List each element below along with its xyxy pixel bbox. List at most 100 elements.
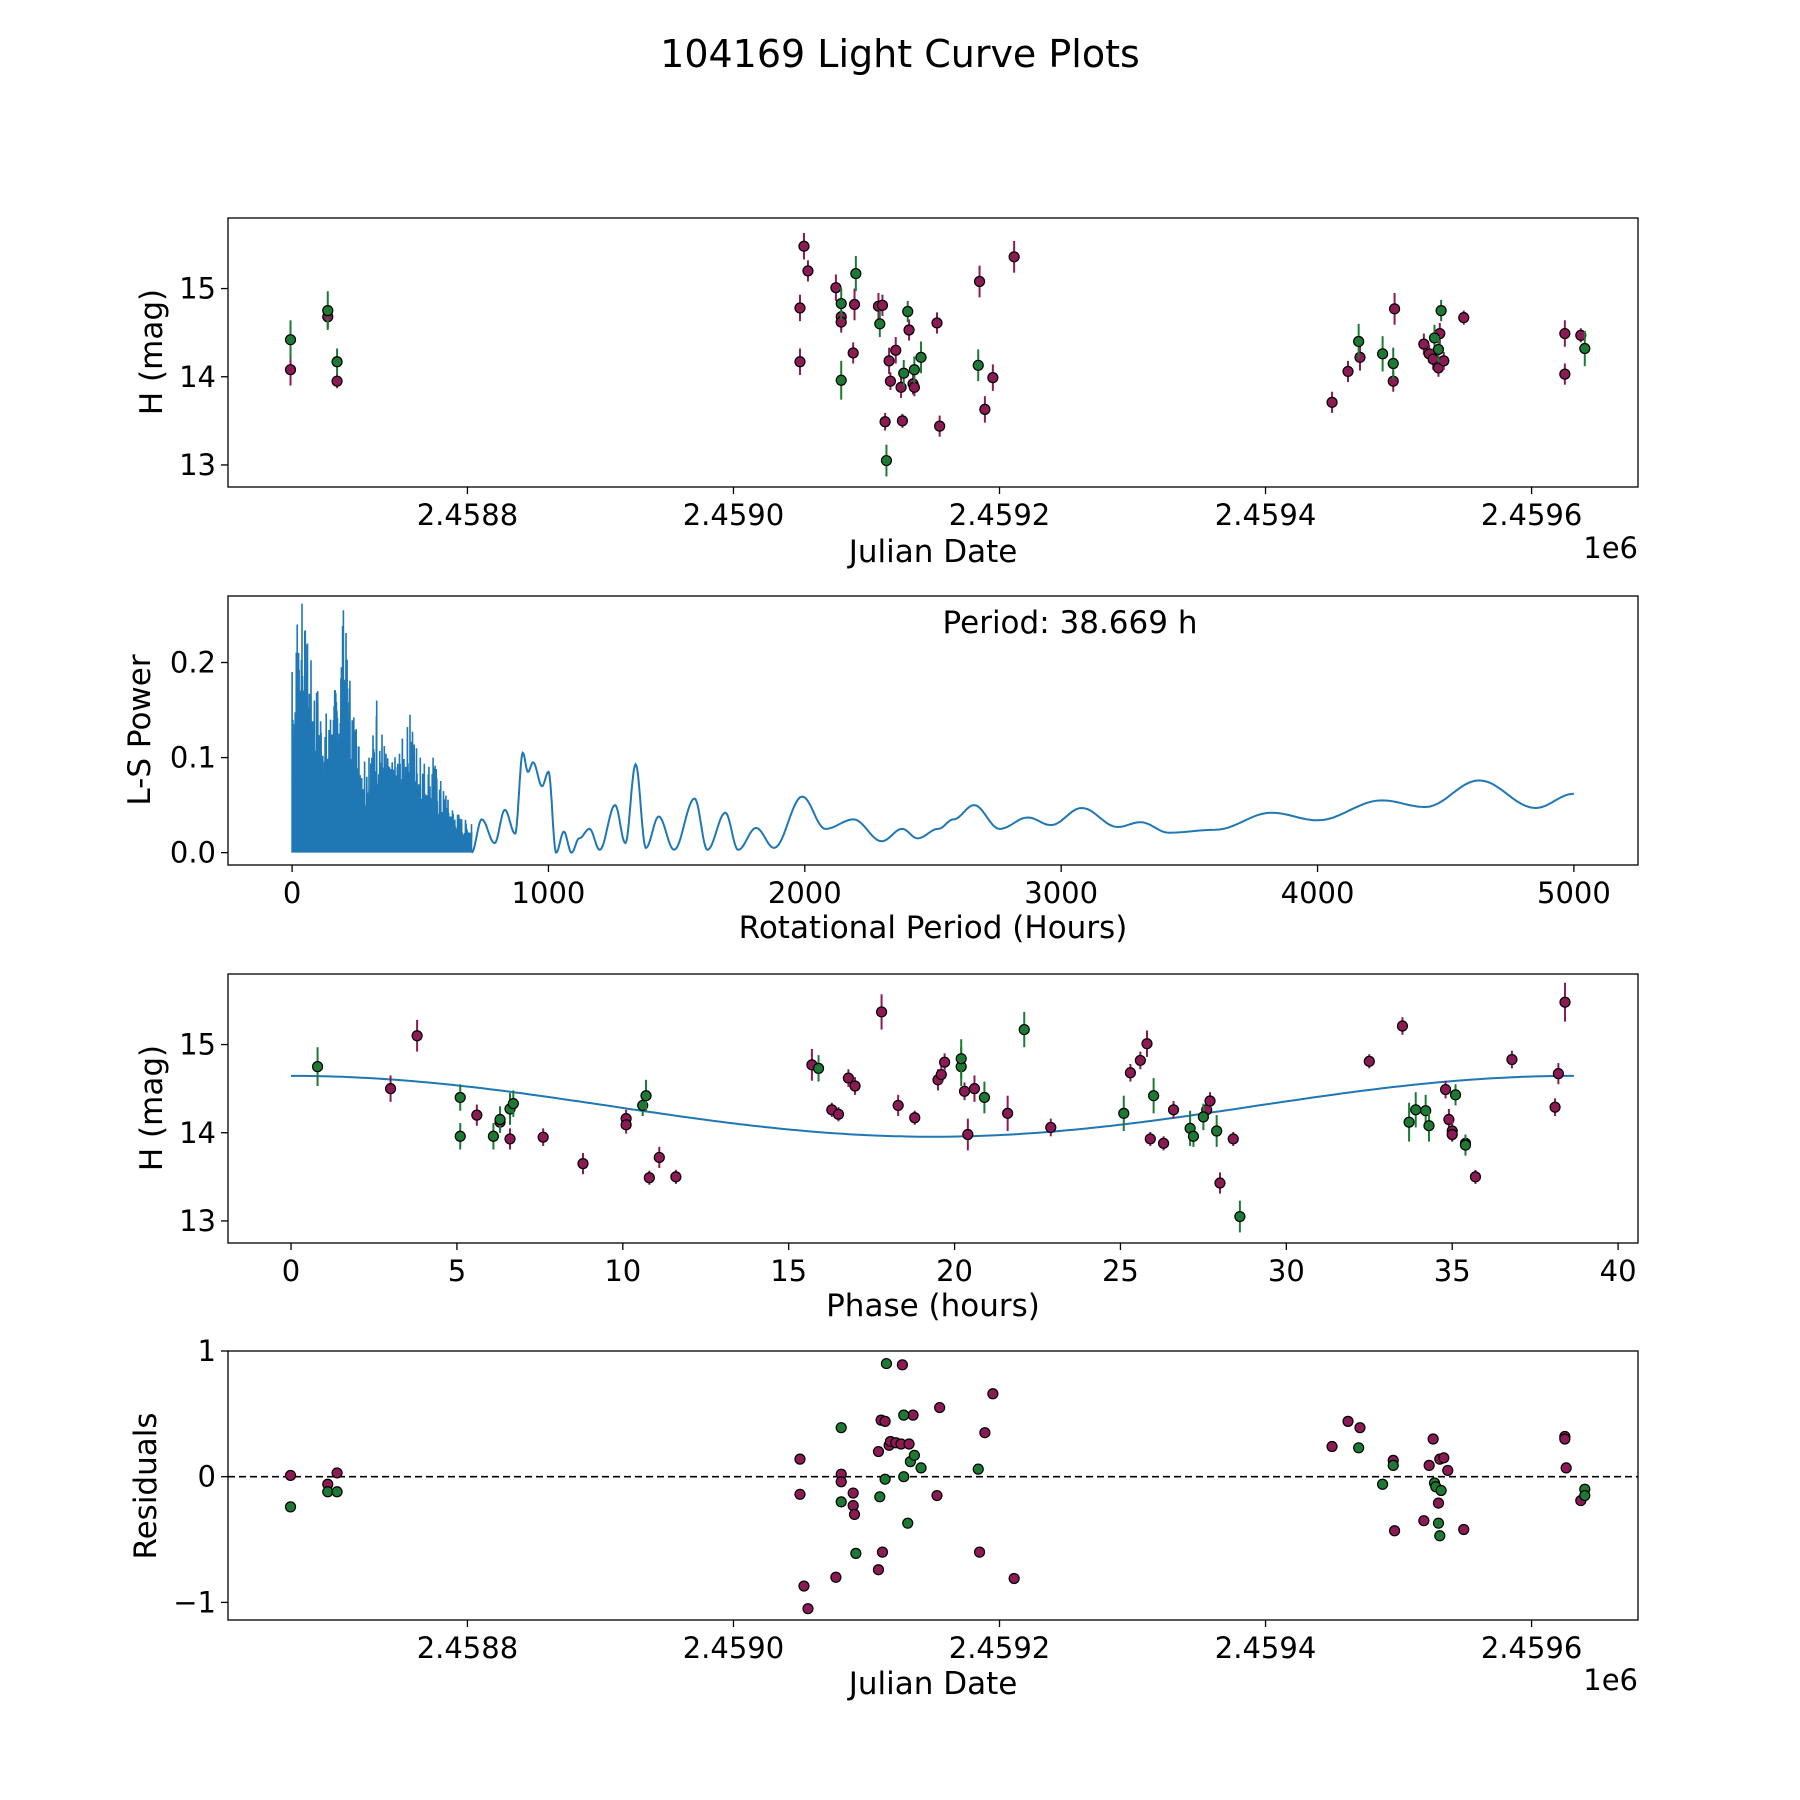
x-offset-label: 1e6 [1583, 531, 1638, 565]
x-tick-label: 40 [1600, 1254, 1637, 1288]
data-point [1403, 1116, 1415, 1128]
data-point [973, 1546, 986, 1558]
series-band_b [311, 1011, 1472, 1233]
data-point [987, 372, 999, 384]
data-point [830, 282, 842, 294]
data-point [802, 265, 814, 277]
x-tick-label: 20 [936, 1254, 973, 1288]
data-point [1559, 1433, 1571, 1445]
x-tick-label: 35 [1434, 1254, 1471, 1288]
data-layer [284, 232, 1591, 477]
data-point [331, 1486, 343, 1498]
data-point [802, 1603, 814, 1615]
data-point [972, 1463, 984, 1475]
data-point [835, 1496, 847, 1508]
x-axis-label: Julian Date [847, 1666, 1018, 1702]
data-point [847, 1487, 859, 1499]
data-point [850, 267, 862, 280]
series-band_a [284, 232, 1587, 437]
data-point [794, 1453, 806, 1465]
y-tick-label: 13 [179, 448, 216, 482]
data-point [1438, 355, 1450, 367]
data-point [1579, 1489, 1591, 1502]
data-point [1008, 251, 1020, 263]
data-point [1008, 1572, 1020, 1585]
periodogram-line [471, 751, 1574, 854]
data-point [1549, 1101, 1561, 1113]
y-tick-label: 1 [198, 1334, 216, 1368]
data-point [812, 1062, 825, 1074]
data-layer [228, 1357, 1638, 1615]
x-axis: 0 1000 2000 3000 4000 5000 [283, 865, 1611, 910]
data-point [880, 1357, 893, 1370]
x-tick-label: 2.4588 [417, 1631, 518, 1665]
x-tick-label: 2.4592 [949, 1631, 1050, 1665]
data-point [875, 1006, 888, 1018]
data-point [972, 359, 984, 371]
data-point [1423, 1120, 1435, 1132]
series-band_b [284, 255, 1591, 477]
data-point [1458, 312, 1470, 324]
data-point [876, 299, 889, 311]
y-axis-label: Residuals [128, 1412, 164, 1559]
data-point [968, 1083, 981, 1095]
data-point [898, 1409, 910, 1421]
data-point [847, 347, 859, 359]
data-point [1045, 1121, 1057, 1134]
data-point [1410, 1104, 1422, 1116]
data-point [1354, 351, 1366, 363]
data-point [640, 1090, 652, 1102]
data-point [1432, 1497, 1445, 1509]
data-point [908, 364, 920, 376]
data-point [978, 1091, 991, 1104]
data-point [898, 1471, 910, 1483]
data-point [794, 302, 806, 314]
panel-periodogram: 0 1000 2000 3000 4000 5000 0.0 0.1 0.2 Period: … [122, 595, 1639, 946]
data-point [798, 1580, 810, 1592]
x-axis: 2.4588 2.4590 2.4592 2.4594 2.4596 [417, 487, 1582, 532]
data-point [1434, 1530, 1446, 1542]
data-point [915, 1462, 927, 1474]
data-point [537, 1131, 549, 1143]
series-band_b [284, 1357, 1591, 1559]
y-tick-label: −1 [173, 1585, 216, 1619]
data-point [872, 1445, 885, 1458]
data-point [880, 454, 893, 467]
data-point [934, 420, 946, 432]
data-point [1353, 1442, 1365, 1454]
y-axis: 13 14 15 [179, 272, 228, 482]
data-point [411, 1030, 423, 1042]
x-axis-label: Rotational Period (Hours) [739, 910, 1128, 946]
data-point [872, 1564, 885, 1576]
data-point [874, 1491, 886, 1503]
x-axis-label: Phase (hours) [826, 1288, 1040, 1324]
data-point [643, 1172, 655, 1184]
data-point [1428, 332, 1441, 344]
data-point [1388, 303, 1401, 315]
data-point [876, 1546, 889, 1558]
data-point [1354, 1422, 1366, 1434]
data-point [1197, 1111, 1209, 1123]
data-point [1559, 996, 1571, 1008]
x-tick-label: 2000 [768, 876, 842, 910]
x-tick-label: 5000 [1537, 876, 1611, 910]
data-point [1446, 1128, 1458, 1141]
periodogram-dense-region [291, 603, 473, 853]
data-point [1388, 1525, 1401, 1537]
x-tick-label: 2.4594 [1215, 498, 1316, 532]
data-layer [291, 603, 1574, 854]
data-point [1432, 343, 1445, 356]
x-tick-label: 2.4594 [1215, 1631, 1316, 1665]
data-point [884, 375, 897, 387]
y-tick-label: 0.0 [170, 836, 216, 870]
y-tick-label: 13 [179, 1204, 216, 1238]
data-point [487, 1130, 500, 1142]
y-axis: 13 14 15 [179, 1028, 228, 1238]
data-point [1363, 1055, 1375, 1067]
data-point [973, 275, 986, 288]
data-point [850, 1547, 862, 1559]
data-point [1141, 1038, 1153, 1050]
data-point [892, 1099, 904, 1112]
data-point [987, 1388, 999, 1400]
x-tick-label: 30 [1268, 1254, 1305, 1288]
